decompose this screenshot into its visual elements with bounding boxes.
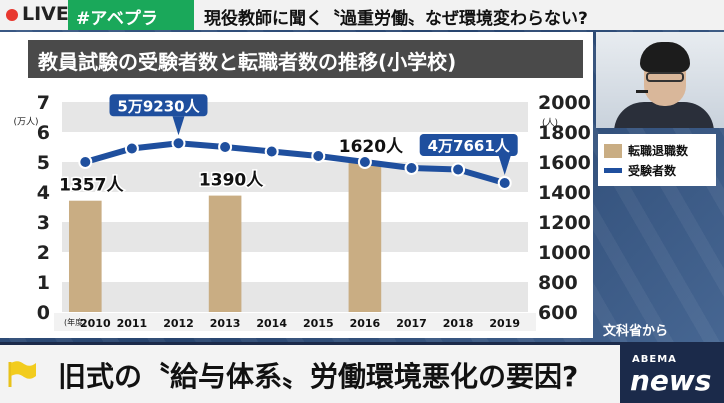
x-axis-tick: 2018: [443, 317, 474, 330]
legend-bar-swatch: [604, 144, 622, 158]
left-axis-tick: 1: [37, 272, 50, 294]
legend-line-swatch: [604, 168, 622, 173]
logo-small-text: ABEMA: [632, 354, 677, 365]
series-line: [84, 140, 506, 186]
chart-canvas: 0 1 2 3 4 5 6 7 (万人) 600 800 1000 1200 1400 1600 1800 20…: [13, 92, 591, 331]
callout-pointer: [498, 156, 511, 175]
callout-label: 4万7661人: [428, 137, 511, 155]
headset-mic-icon: [636, 90, 648, 93]
right-axis-tick: 1000: [538, 242, 591, 264]
x-axis-tick: 2011: [117, 317, 148, 330]
x-axis-tick: 2012: [163, 317, 194, 330]
line-point: [218, 140, 233, 154]
bar-mark: [348, 162, 382, 312]
line-point: [497, 176, 512, 190]
left-axis-tick: 5: [37, 152, 50, 174]
glasses-icon: [646, 72, 684, 82]
legend-line-label: 受験者数: [628, 164, 677, 178]
line-point: [171, 136, 186, 151]
webcam-person-body: [614, 102, 714, 128]
callout-label: 5万9230人: [117, 97, 200, 115]
left-axis-tick: 7: [37, 92, 50, 114]
grid-band: [62, 282, 528, 312]
right-axis-tick: 1400: [538, 182, 591, 204]
line-point: [357, 155, 372, 169]
right-axis-tick: 1600: [538, 152, 591, 174]
x-axis-tick: 2013: [210, 317, 241, 330]
webcam-inset: [596, 32, 724, 128]
line-point: [451, 162, 466, 177]
program-headline: 現役教師に聞く〝過重労働〟なぜ環境変わらない?: [204, 9, 588, 29]
hashtag-badge: #アベプラ: [68, 0, 194, 30]
legend-bar-label: 転職退職数: [628, 144, 689, 158]
hashtag-label: #アベプラ: [76, 9, 158, 29]
right-axis-tick: 600: [538, 302, 578, 324]
x-axis-tick: 2019: [489, 317, 520, 330]
bar-mark: [68, 200, 102, 312]
line-point: [78, 155, 93, 169]
chart-legend: 転職退職数 受験者数: [598, 134, 716, 186]
left-axis-tick: 3: [37, 212, 50, 234]
left-axis-tick: 4: [37, 182, 50, 204]
chart-title-bar: 教員試験の受験者数と転職者数の推移(小学校): [28, 40, 583, 78]
left-axis-tick: 0: [37, 302, 50, 324]
live-dot-icon: [6, 9, 18, 21]
line-point: [404, 161, 419, 175]
logo-big-text: news: [630, 364, 712, 397]
right-axis-tick: 1800: [538, 122, 591, 144]
line-point: [311, 149, 326, 163]
live-badge: LIVE: [0, 0, 69, 30]
x-axis-tick: 2016: [350, 317, 381, 330]
x-axis-strip: [54, 313, 536, 331]
x-axis-tick: 2015: [303, 317, 334, 330]
x-axis-year-prefix: (年度): [64, 317, 86, 327]
left-axis-tick: 6: [37, 122, 50, 144]
bar-data-label: 1620人: [339, 137, 404, 157]
right-axis-tick: 1200: [538, 212, 591, 234]
left-axis-unit: (万人): [13, 117, 38, 128]
callout-pointer: [172, 116, 185, 136]
bar-data-label: 1390人: [199, 171, 264, 191]
right-axis-tick: 2000: [538, 92, 591, 114]
line-point: [124, 141, 139, 156]
top-bar: LIVE #アベプラ 現役教師に聞く〝過重労働〟なぜ環境変わらない?: [0, 0, 724, 30]
source-note: 文科省から: [603, 324, 669, 339]
x-axis-tick: 2014: [256, 317, 287, 330]
bar-data-label: 1357人: [59, 176, 124, 196]
right-axis-tick: 800: [538, 272, 578, 294]
right-axis-unit: (人): [542, 118, 558, 129]
callout-box: [109, 94, 208, 117]
left-axis-tick: 2: [37, 242, 50, 264]
grid-band: [62, 222, 528, 252]
callout-box: [419, 134, 518, 156]
line-point: [264, 144, 279, 159]
bar-mark: [208, 195, 242, 312]
lower-third-caption: 旧式の〝給与体系〟労働環境悪化の要因?: [58, 360, 579, 393]
chart-title: 教員試験の受験者数と転職者数の推移(小学校): [38, 50, 457, 74]
x-axis-tick: 2017: [396, 317, 427, 330]
lower-third-bar: [0, 345, 620, 403]
x-axis-tick: 2010: [80, 317, 111, 330]
webcam-person-hair: [640, 42, 690, 72]
flag-icon: [8, 361, 36, 387]
live-label: LIVE: [22, 3, 69, 25]
